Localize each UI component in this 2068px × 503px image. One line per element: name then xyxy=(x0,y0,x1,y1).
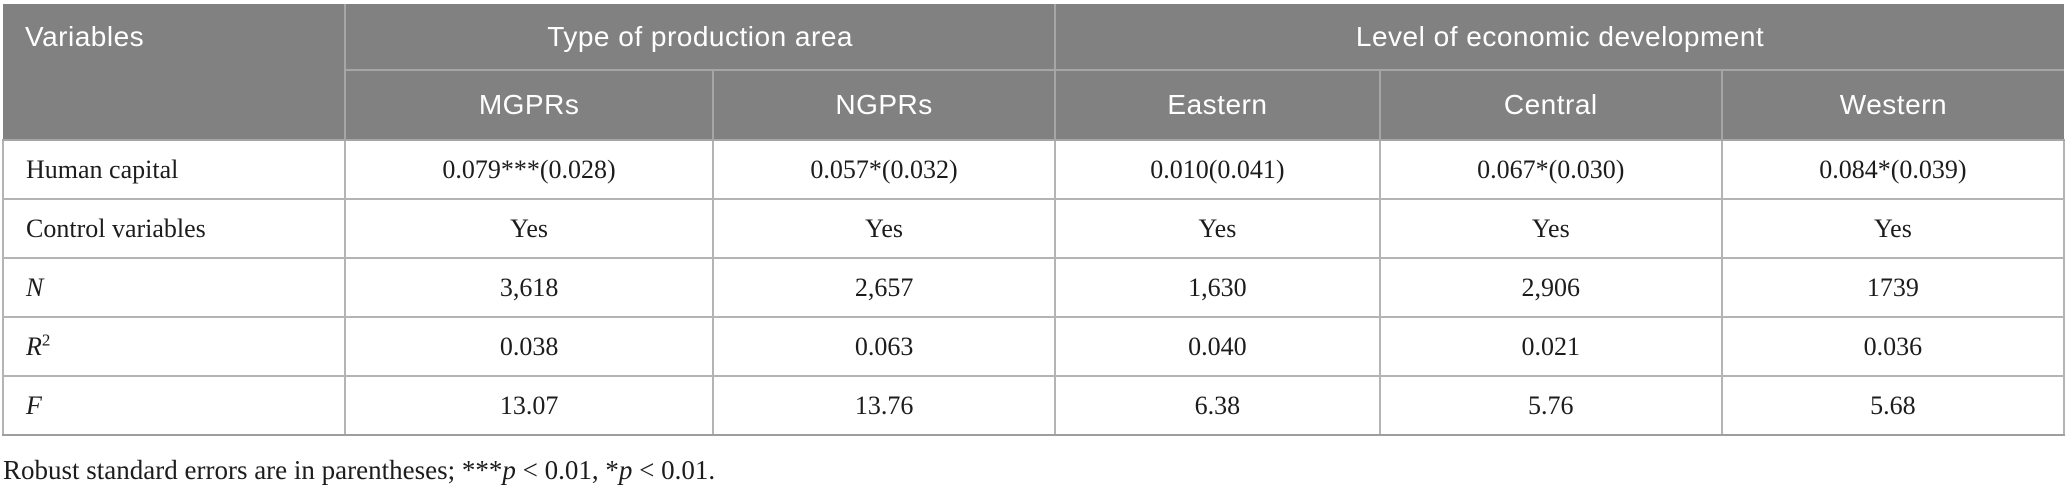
header-cell-mgprs: MGPRs xyxy=(345,69,714,141)
cell-f-eastern: 6.38 xyxy=(1054,375,1381,436)
cell-human-capital-mgprs: 0.079***(0.028) xyxy=(344,139,714,200)
header-cell-variables: Variables xyxy=(3,4,347,141)
cell-f-western: 5.68 xyxy=(1720,375,2066,436)
cell-controls-mgprs: Yes xyxy=(344,198,714,259)
table-header: Variables Type of production area Level … xyxy=(3,4,2064,141)
cell-f-central: 5.76 xyxy=(1378,375,1723,436)
table-row-human-capital: Human capital 0.079***(0.028) 0.057*(0.0… xyxy=(1,139,2066,200)
table-row-r-squared: R2 0.038 0.063 0.040 0.021 0.036 xyxy=(1,316,2066,377)
header-cell-central: Central xyxy=(1378,69,1723,141)
row-label-r-squared: R2 xyxy=(1,316,347,377)
r-squared-base: R xyxy=(26,331,42,361)
footnote-text: Robust standard errors are in parenthese… xyxy=(3,455,503,485)
table-footnote: Robust standard errors are in parenthese… xyxy=(3,455,715,486)
cell-controls-eastern: Yes xyxy=(1054,198,1381,259)
table-row-control-variables: Control variables Yes Yes Yes Yes Yes xyxy=(1,198,2066,259)
regression-results-table: Variables Type of production area Level … xyxy=(1,4,2066,436)
cell-controls-western: Yes xyxy=(1720,198,2066,259)
row-label-human-capital: Human capital xyxy=(1,139,347,200)
cell-f-mgprs: 13.07 xyxy=(344,375,714,436)
footnote-text: < 0.01, * xyxy=(515,455,619,485)
table-body: Human capital 0.079***(0.028) 0.057*(0.0… xyxy=(1,139,2066,436)
row-label-control-variables: Control variables xyxy=(1,198,347,259)
footnote-p-italic: p xyxy=(502,455,516,485)
table-row-n: N 3,618 2,657 1,630 2,906 1739 xyxy=(1,257,2066,318)
cell-controls-central: Yes xyxy=(1378,198,1723,259)
cell-n-ngprs: 2,657 xyxy=(711,257,1057,318)
header-cell-eastern: Eastern xyxy=(1054,69,1381,141)
footnote-p-italic: p xyxy=(618,455,633,485)
cell-r2-western: 0.036 xyxy=(1720,316,2066,377)
cell-n-western: 1739 xyxy=(1720,257,2066,318)
r-squared-exponent: 2 xyxy=(41,329,51,349)
cell-human-capital-ngprs: 0.057*(0.032) xyxy=(711,139,1057,200)
row-label-n: N xyxy=(1,257,347,318)
cell-f-ngprs: 13.76 xyxy=(711,375,1057,436)
cell-r2-eastern: 0.040 xyxy=(1054,316,1381,377)
cell-r2-central: 0.021 xyxy=(1378,316,1723,377)
table-row-f: F 13.07 13.76 6.38 5.76 5.68 xyxy=(1,375,2066,436)
cell-human-capital-western: 0.084*(0.039) xyxy=(1720,139,2066,200)
header-group-economic-development: Level of economic development xyxy=(1054,4,2064,71)
header-subcolumn-row: MGPRs NGPRs Eastern Central Western xyxy=(3,69,2064,141)
row-label-f: F xyxy=(1,375,347,436)
cell-r2-mgprs: 0.038 xyxy=(344,316,714,377)
cell-n-central: 2,906 xyxy=(1378,257,1723,318)
cell-controls-ngprs: Yes xyxy=(711,198,1057,259)
cell-human-capital-eastern: 0.010(0.041) xyxy=(1054,139,1381,200)
footnote-text: < 0.01. xyxy=(632,455,716,485)
cell-n-mgprs: 3,618 xyxy=(344,257,714,318)
cell-n-eastern: 1,630 xyxy=(1054,257,1381,318)
header-group-production-area: Type of production area xyxy=(344,4,1057,71)
header-cell-western: Western xyxy=(1720,69,2064,141)
cell-human-capital-central: 0.067*(0.030) xyxy=(1378,139,1723,200)
cell-r2-ngprs: 0.063 xyxy=(711,316,1057,377)
header-group-row: Variables Type of production area Level … xyxy=(3,4,2064,141)
header-cell-ngprs: NGPRs xyxy=(711,69,1057,141)
